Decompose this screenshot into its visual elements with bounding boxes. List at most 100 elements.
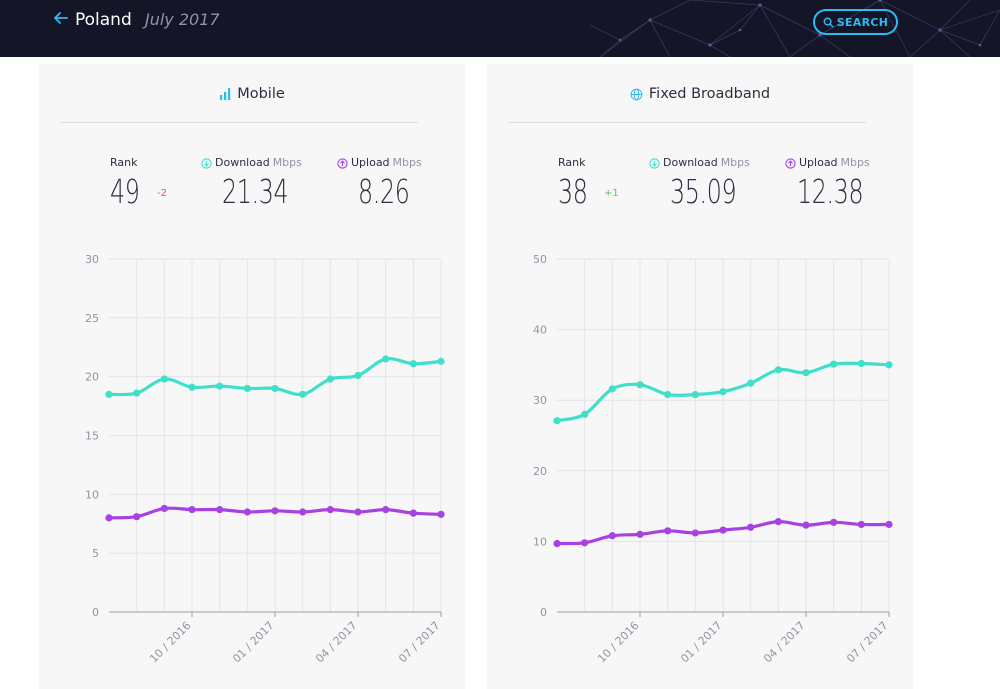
y-tick-label: 50 (533, 253, 547, 266)
mobile-speed-chart: 0 5 10 15 20 25 30 10 / 2016 01 / 2017 04 / 2017 0… (85, 253, 445, 665)
globe-icon (630, 88, 643, 100)
download-data-point (636, 381, 644, 389)
x-tick-label: 01 / 2017 (678, 619, 724, 665)
download-value: 21.34 (222, 172, 289, 211)
period-label: July 2017 (145, 10, 220, 29)
download-icon (649, 157, 660, 169)
download-data-point (216, 382, 224, 390)
download-data-point (774, 366, 782, 374)
upload-data-point (326, 506, 334, 514)
download-data-point (664, 390, 672, 399)
download-data-point (243, 384, 251, 393)
upload-data-point (133, 513, 141, 521)
y-tick-label: 30 (533, 394, 547, 407)
upload-data-point (774, 518, 782, 526)
upload-value: 8.26 (358, 172, 410, 211)
x-tick-label: 04 / 2017 (313, 619, 359, 665)
upload-data-point (243, 508, 251, 516)
rank-label: Rank (558, 156, 586, 169)
download-icon (201, 157, 212, 169)
mobile-panel: Mobile Rank 49 -2 Download Mbps 21.34 Up… (39, 64, 465, 689)
download-data-point (802, 369, 810, 377)
download-data-point (691, 390, 699, 399)
divider (60, 122, 418, 123)
download-label: Download Mbps (201, 156, 302, 170)
upload-label: Upload Mbps (337, 156, 422, 170)
upload-data-point (299, 508, 307, 516)
upload-data-point (437, 510, 445, 518)
download-data-point (830, 360, 838, 368)
upload-data-point (354, 508, 362, 516)
upload-label-text: Upload (799, 156, 838, 169)
back-arrow-icon[interactable] (53, 9, 69, 31)
y-tick-label: 5 (92, 547, 99, 560)
download-data-point (133, 389, 141, 397)
download-data-point (553, 417, 561, 425)
x-tick-label: 04 / 2017 (761, 619, 807, 665)
unit-label: Mbps (840, 156, 870, 169)
y-tick-label: 15 (85, 430, 99, 443)
signal-bars-icon (220, 88, 231, 100)
y-tick-label: 25 (85, 312, 99, 325)
y-tick-label: 30 (85, 253, 99, 266)
download-data-point (354, 371, 362, 380)
rank-change: +1 (604, 188, 619, 199)
upload-data-point (216, 506, 224, 514)
search-button[interactable]: SEARCH (813, 9, 898, 35)
panel-title: Mobile (39, 85, 465, 103)
upload-data-point (553, 539, 561, 548)
upload-data-point (382, 506, 390, 514)
download-value: 35.09 (670, 172, 737, 211)
x-tick-label: 01 / 2017 (230, 619, 276, 665)
download-data-point (437, 357, 445, 365)
upload-data-point (885, 520, 893, 529)
fixed-broadband-panel: Fixed Broadband Rank 38 +1 Download Mbps… (487, 64, 913, 689)
rank-change: -2 (157, 188, 167, 199)
upload-data-point (409, 509, 417, 517)
download-data-point (409, 360, 417, 368)
upload-icon (337, 157, 348, 169)
upload-label: Upload Mbps (785, 156, 870, 170)
upload-data-point (747, 523, 755, 531)
unit-label: Mbps (392, 156, 422, 169)
upload-icon (785, 157, 796, 169)
top-bar: Poland July 2017 SEARCH (0, 0, 1000, 57)
upload-data-point (719, 526, 727, 534)
search-label: SEARCH (836, 15, 889, 29)
download-data-point (885, 361, 893, 369)
upload-data-point (581, 539, 589, 547)
upload-data-point (636, 530, 644, 538)
download-data-point (326, 375, 334, 383)
download-data-point (382, 355, 390, 363)
panel-title-text: Mobile (237, 86, 285, 102)
download-data-point (271, 384, 279, 393)
rank-value: 38 (558, 172, 588, 211)
upload-data-point (830, 518, 838, 526)
download-label-text: Download (663, 156, 718, 169)
upload-data-point (664, 527, 672, 535)
y-tick-label: 40 (533, 324, 547, 337)
download-data-point (299, 390, 307, 398)
download-data-point (188, 383, 196, 391)
divider (508, 122, 866, 123)
network-graphic (590, 0, 1000, 57)
country-name[interactable]: Poland (75, 10, 132, 30)
x-tick-label: 10 / 2016 (595, 619, 641, 665)
download-data-point (747, 379, 755, 387)
rank-value: 49 (110, 172, 140, 211)
upload-data-point (160, 504, 168, 513)
y-tick-label: 0 (540, 606, 547, 619)
y-tick-label: 10 (85, 488, 99, 501)
download-data-point (719, 388, 727, 396)
upload-data-point (271, 507, 279, 515)
x-tick-label: 07 / 2017 (844, 619, 890, 665)
download-label-text: Download (215, 156, 270, 169)
upload-data-point (105, 514, 113, 522)
unit-label: Mbps (272, 156, 302, 169)
upload-data-point (608, 532, 616, 540)
download-data-point (160, 375, 168, 383)
fixed-speed-chart: 0 10 20 30 40 50 10 / 2016 01 / 2017 04 / 2017 07… (533, 253, 893, 665)
y-tick-label: 10 (533, 535, 547, 548)
panel-title: Fixed Broadband (487, 85, 913, 103)
panel-title-text: Fixed Broadband (648, 86, 771, 102)
